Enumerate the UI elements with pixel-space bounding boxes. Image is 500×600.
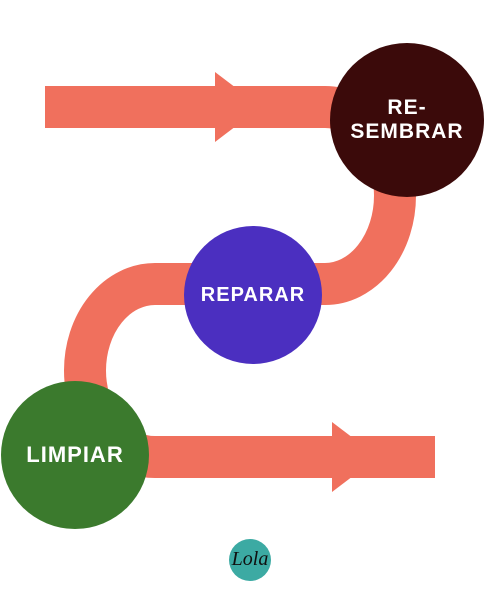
node-label-reparar: REPARAR <box>195 284 311 307</box>
flow-arrow-0 <box>215 72 261 142</box>
node-resembrar: RE- SEMBRAR <box>330 43 484 197</box>
logo-text: Lola <box>232 548 269 571</box>
node-limpiar: LIMPIAR <box>1 381 149 529</box>
diagram-canvas: RE- SEMBRAR REPARAR LIMPIAR Lola <box>0 0 500 600</box>
node-label-limpiar: LIMPIAR <box>20 442 129 467</box>
flow-arrow-1 <box>332 422 378 492</box>
node-label-resembrar: RE- SEMBRAR <box>344 96 469 144</box>
logo-badge: Lola <box>229 539 271 581</box>
node-reparar: REPARAR <box>184 226 322 364</box>
